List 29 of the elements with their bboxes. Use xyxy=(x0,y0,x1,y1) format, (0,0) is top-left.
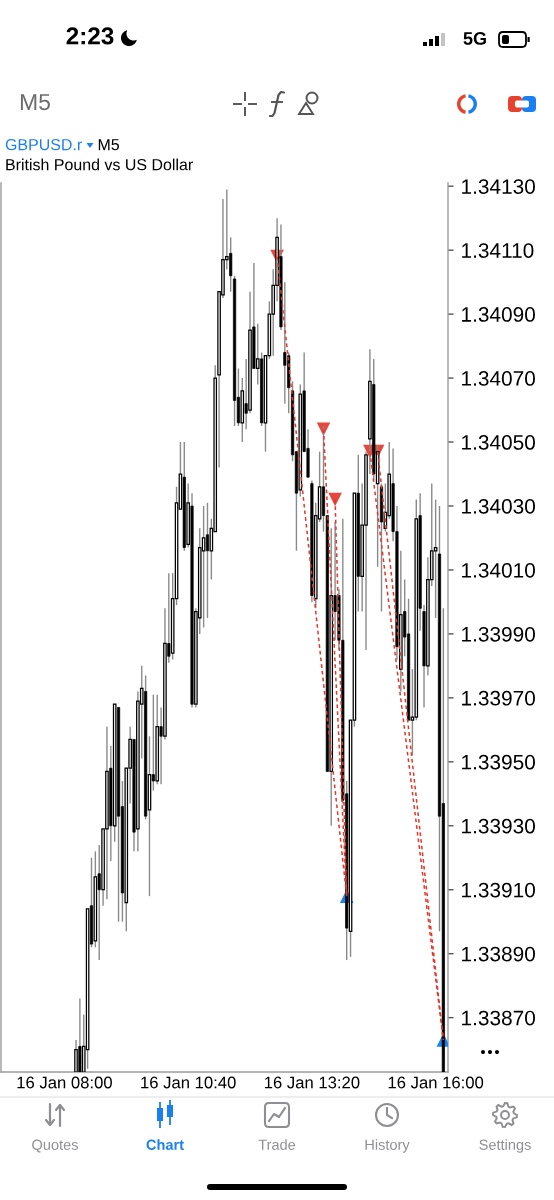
text: 2:23 xyxy=(66,27,114,45)
x-tick-label: 16 Jan 08:00 xyxy=(17,1076,112,1089)
text: 5G xyxy=(463,32,486,45)
y-tick-label: 1.34050 xyxy=(462,435,535,450)
x-tick-label: 16 Jan 10:40 xyxy=(141,1076,236,1089)
text: Trade xyxy=(258,1139,296,1150)
text: M5 xyxy=(98,139,120,151)
y-tick-label: 1.33890 xyxy=(462,946,535,962)
text: Settings xyxy=(479,1139,531,1153)
y-tick-label: 1.33870 xyxy=(462,1010,535,1026)
y-tick-label: 1.34010 xyxy=(462,562,535,578)
y-tick-label: 1.34090 xyxy=(462,307,535,322)
y-tick-label: 1.33990 xyxy=(462,626,535,642)
text: History xyxy=(365,1139,410,1153)
x-tick-label: 16 Jan 13:20 xyxy=(264,1076,360,1089)
y-tick-label: 1.33950 xyxy=(462,754,535,770)
x-tick-label: 16 Jan 16:00 xyxy=(388,1076,484,1089)
y-tick-label: 1.33970 xyxy=(462,690,535,706)
y-tick-label: 1.34130 xyxy=(462,179,535,194)
text: M5 xyxy=(20,94,50,111)
text: Chart xyxy=(146,1139,184,1150)
y-tick-label: 1.34110 xyxy=(462,243,534,258)
text: Quotes xyxy=(32,1139,78,1153)
y-tick-label: 1.34070 xyxy=(462,371,535,386)
y-tick-label: 1.33930 xyxy=(462,818,535,834)
y-tick-label: 1.33910 xyxy=(462,882,535,898)
y-tick-label: 1.34030 xyxy=(462,498,535,514)
chart-title: GBPUSD.r xyxy=(5,138,82,151)
chart-subtitle: British Pound vs US Dollar xyxy=(6,158,193,171)
